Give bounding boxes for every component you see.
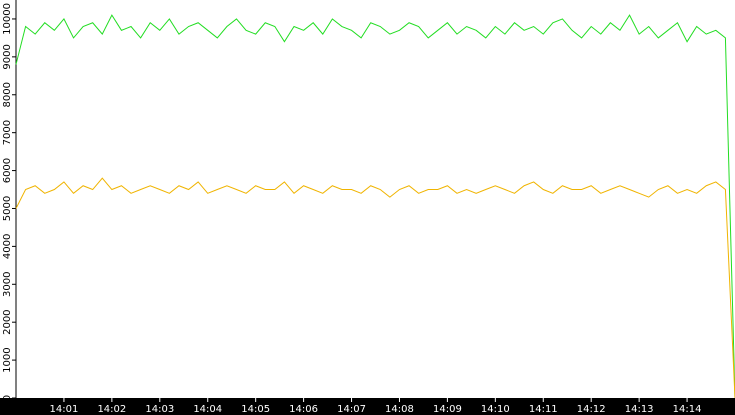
x-tick-label: 14:08 xyxy=(385,404,414,415)
series-line xyxy=(15,14,735,399)
y-tick-label: 5000 xyxy=(2,196,13,221)
y-tick-label: 2000 xyxy=(2,309,13,334)
y-tick-label: 6000 xyxy=(2,158,13,183)
x-tick-label: 14:09 xyxy=(433,404,462,415)
x-tick-label: 14:07 xyxy=(337,404,366,415)
x-tick-label: 14:06 xyxy=(289,404,318,415)
x-tick-label: 14:11 xyxy=(529,404,558,415)
x-tick-label: 14:05 xyxy=(241,404,270,415)
y-tick-label: 8000 xyxy=(2,82,13,107)
y-tick-label: 9000 xyxy=(2,44,13,69)
x-tick-label: 14:10 xyxy=(481,404,510,415)
x-tick-label: 14:13 xyxy=(625,404,654,415)
y-tick-label: 3000 xyxy=(2,272,13,297)
x-tick-label: 14:12 xyxy=(577,404,606,415)
x-tick-label: 14:02 xyxy=(97,404,126,415)
x-tick-label: 14:14 xyxy=(673,404,702,415)
y-tick-label: 1000 xyxy=(2,347,13,372)
x-tick-label: 14:03 xyxy=(145,404,174,415)
x-tick-label: 14:01 xyxy=(50,404,79,415)
y-tick-label: 0 xyxy=(2,395,13,401)
y-tick-label: 7000 xyxy=(2,120,13,145)
y-tick-label: 10000 xyxy=(2,3,13,35)
y-tick-label: 4000 xyxy=(2,234,13,259)
x-axis-bar xyxy=(0,398,735,415)
series-line xyxy=(15,177,735,399)
x-tick-label: 14:04 xyxy=(193,404,222,415)
